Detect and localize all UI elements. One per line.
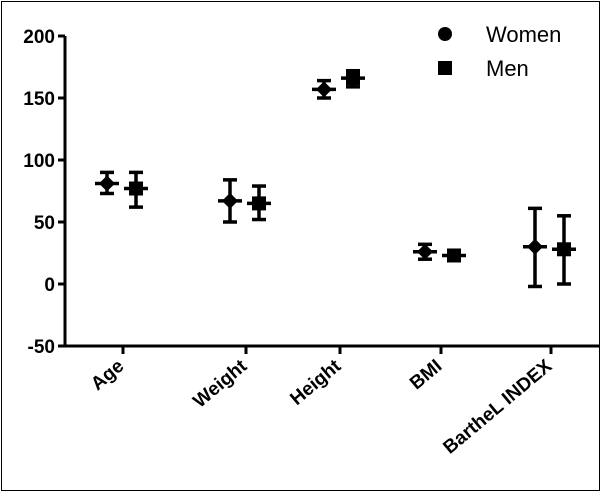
legend-item-men: Men <box>438 56 529 81</box>
x-tick-label: Height <box>286 355 345 410</box>
data-point <box>557 242 571 257</box>
legend-label: Men <box>486 56 529 81</box>
legend-label: Women <box>486 22 561 47</box>
data-point <box>527 238 543 255</box>
series-women <box>95 78 547 289</box>
x-tick-label: BartheL INDEX <box>439 356 556 459</box>
legend-item-women: Women <box>438 22 561 47</box>
data-point <box>316 81 332 98</box>
y-tick-label: 100 <box>23 151 55 172</box>
y-tick-label: 0 <box>44 275 55 296</box>
data-point <box>129 181 143 196</box>
legend-marker <box>438 27 452 41</box>
data-marks <box>95 68 576 289</box>
series-men <box>124 68 576 286</box>
data-point <box>99 175 115 192</box>
data-point <box>346 71 360 86</box>
y-tick-label: 50 <box>34 213 55 234</box>
data-point <box>222 192 238 209</box>
axes <box>63 36 600 348</box>
x-tick-label: BMI <box>406 356 446 394</box>
data-point <box>252 196 266 211</box>
y-tick-label: -50 <box>28 337 55 358</box>
legend-marker <box>438 61 452 75</box>
data-point <box>417 243 433 260</box>
y-axis-ticks: 200 150 100 50 0 -50 <box>23 27 65 358</box>
x-tick-label: Weight <box>189 355 251 412</box>
x-tick-label: Age <box>87 356 128 395</box>
y-tick-label: 200 <box>23 27 55 48</box>
legend: Women Men <box>438 22 561 81</box>
y-tick-label: 150 <box>23 89 55 110</box>
data-point <box>447 248 461 263</box>
